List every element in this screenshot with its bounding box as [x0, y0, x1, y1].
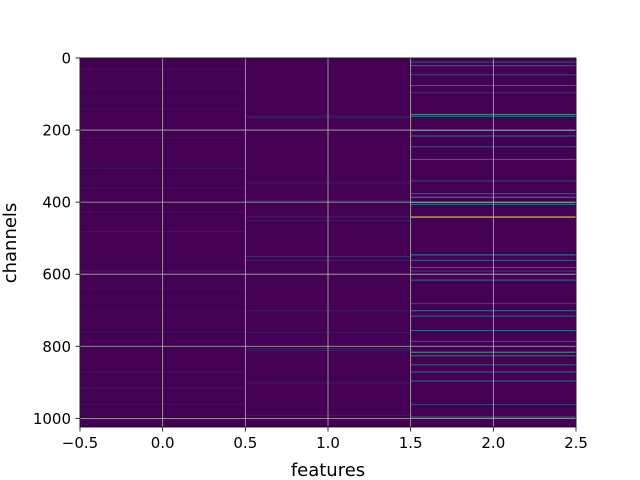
y-tick-label: 800 — [42, 338, 71, 356]
x-tick-label: 1.5 — [399, 434, 423, 452]
y-tick-label: 400 — [42, 194, 71, 212]
y-axis-label: channels — [0, 203, 21, 284]
x-tick-label: 2.0 — [481, 434, 505, 452]
y-tick-label: 600 — [42, 266, 71, 284]
y-tick-label: 0 — [61, 50, 71, 68]
x-tick-label: 1.0 — [316, 434, 340, 452]
x-axis-ticks: −0.5 0.0 0.5 1.0 1.5 2.0 2.5 — [62, 427, 588, 452]
x-tick-label: 2.5 — [564, 434, 588, 452]
y-tick-label: 200 — [42, 122, 71, 140]
x-axis-label: features — [291, 460, 365, 480]
y-tick-label: 1000 — [33, 410, 71, 428]
y-axis-ticks: 0 200 400 600 800 1000 — [33, 50, 80, 428]
x-tick-label: −0.5 — [62, 434, 98, 452]
x-tick-label: 0.5 — [233, 434, 257, 452]
x-tick-label: 0.0 — [151, 434, 175, 452]
